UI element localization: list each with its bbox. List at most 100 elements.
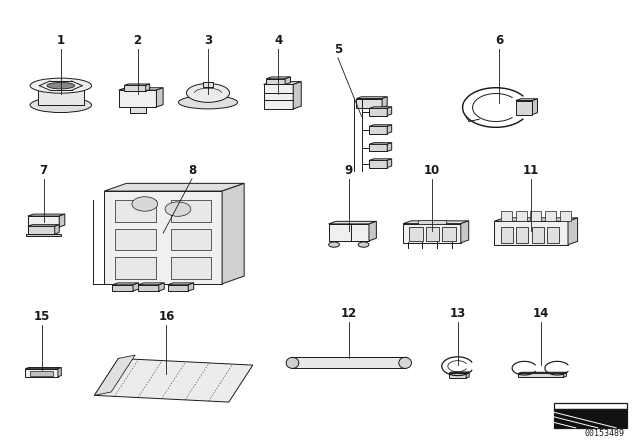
Bar bbox=[516, 227, 528, 243]
Bar bbox=[170, 228, 211, 250]
Polygon shape bbox=[222, 183, 244, 284]
Ellipse shape bbox=[165, 202, 191, 216]
Polygon shape bbox=[133, 283, 138, 291]
Text: 7: 7 bbox=[40, 164, 47, 177]
Ellipse shape bbox=[329, 242, 339, 247]
Text: 6: 6 bbox=[495, 34, 503, 47]
Polygon shape bbox=[369, 142, 392, 144]
Polygon shape bbox=[461, 221, 468, 243]
Bar bbox=[170, 257, 211, 279]
Polygon shape bbox=[156, 88, 163, 107]
Ellipse shape bbox=[399, 358, 412, 368]
Ellipse shape bbox=[47, 82, 75, 89]
Text: 2: 2 bbox=[134, 34, 141, 47]
Ellipse shape bbox=[30, 98, 92, 112]
Ellipse shape bbox=[132, 197, 157, 211]
Bar bbox=[530, 211, 541, 221]
Bar bbox=[203, 82, 213, 87]
Bar bbox=[554, 403, 627, 409]
Polygon shape bbox=[369, 160, 387, 168]
Polygon shape bbox=[119, 88, 163, 90]
Polygon shape bbox=[58, 367, 61, 377]
Ellipse shape bbox=[358, 242, 369, 247]
Polygon shape bbox=[369, 221, 376, 241]
Bar bbox=[516, 211, 527, 221]
Polygon shape bbox=[104, 183, 244, 191]
Bar bbox=[426, 227, 440, 241]
Text: 4: 4 bbox=[275, 34, 282, 47]
Polygon shape bbox=[113, 285, 133, 291]
Text: 5: 5 bbox=[334, 43, 342, 56]
Polygon shape bbox=[329, 224, 369, 241]
Polygon shape bbox=[518, 373, 563, 377]
Bar bbox=[115, 228, 156, 250]
Polygon shape bbox=[449, 372, 469, 373]
Bar bbox=[26, 234, 61, 237]
Bar bbox=[547, 227, 559, 243]
Text: 13: 13 bbox=[449, 307, 466, 320]
Bar bbox=[559, 211, 571, 221]
Polygon shape bbox=[146, 84, 150, 91]
Bar bbox=[409, 227, 423, 241]
Polygon shape bbox=[95, 355, 135, 396]
Polygon shape bbox=[518, 372, 566, 373]
Text: 8: 8 bbox=[188, 164, 196, 177]
Polygon shape bbox=[403, 221, 468, 224]
Text: 10: 10 bbox=[424, 164, 440, 177]
Polygon shape bbox=[28, 214, 65, 216]
Polygon shape bbox=[188, 283, 194, 291]
Bar bbox=[500, 211, 512, 221]
Bar bbox=[531, 227, 543, 243]
Polygon shape bbox=[494, 218, 578, 221]
Polygon shape bbox=[356, 97, 387, 99]
Bar bbox=[545, 211, 556, 221]
Polygon shape bbox=[387, 107, 392, 116]
Bar bbox=[442, 227, 456, 241]
Bar bbox=[500, 227, 513, 243]
Polygon shape bbox=[293, 82, 301, 109]
Polygon shape bbox=[403, 224, 461, 243]
Text: 14: 14 bbox=[532, 307, 549, 320]
Polygon shape bbox=[285, 77, 291, 84]
Bar bbox=[115, 200, 156, 222]
Polygon shape bbox=[60, 214, 65, 227]
Polygon shape bbox=[95, 358, 253, 402]
Polygon shape bbox=[387, 159, 392, 168]
Polygon shape bbox=[119, 90, 156, 107]
Polygon shape bbox=[369, 126, 387, 134]
Ellipse shape bbox=[286, 358, 299, 368]
Polygon shape bbox=[532, 99, 538, 115]
Bar bbox=[292, 358, 405, 368]
Polygon shape bbox=[264, 84, 293, 109]
Polygon shape bbox=[28, 224, 60, 226]
Polygon shape bbox=[516, 100, 532, 115]
Text: 11: 11 bbox=[523, 164, 540, 177]
Text: 3: 3 bbox=[204, 34, 212, 47]
Polygon shape bbox=[369, 107, 392, 108]
Polygon shape bbox=[266, 79, 285, 84]
Ellipse shape bbox=[179, 96, 237, 109]
Bar bbox=[129, 107, 146, 112]
Polygon shape bbox=[26, 367, 61, 369]
Polygon shape bbox=[387, 142, 392, 151]
Bar bbox=[418, 220, 447, 224]
Polygon shape bbox=[159, 283, 164, 291]
Polygon shape bbox=[516, 99, 538, 100]
Ellipse shape bbox=[186, 83, 230, 102]
Polygon shape bbox=[124, 86, 146, 91]
Polygon shape bbox=[369, 159, 392, 160]
Polygon shape bbox=[138, 285, 159, 291]
Polygon shape bbox=[563, 372, 566, 377]
Polygon shape bbox=[168, 283, 194, 285]
Bar bbox=[115, 257, 156, 279]
Ellipse shape bbox=[30, 78, 92, 93]
Text: 16: 16 bbox=[158, 310, 175, 323]
Polygon shape bbox=[138, 283, 164, 285]
Polygon shape bbox=[554, 409, 627, 428]
Polygon shape bbox=[494, 221, 568, 245]
Text: 15: 15 bbox=[33, 310, 50, 323]
Text: 1: 1 bbox=[57, 34, 65, 47]
Polygon shape bbox=[568, 218, 578, 245]
Polygon shape bbox=[387, 125, 392, 134]
Text: 12: 12 bbox=[340, 307, 357, 320]
